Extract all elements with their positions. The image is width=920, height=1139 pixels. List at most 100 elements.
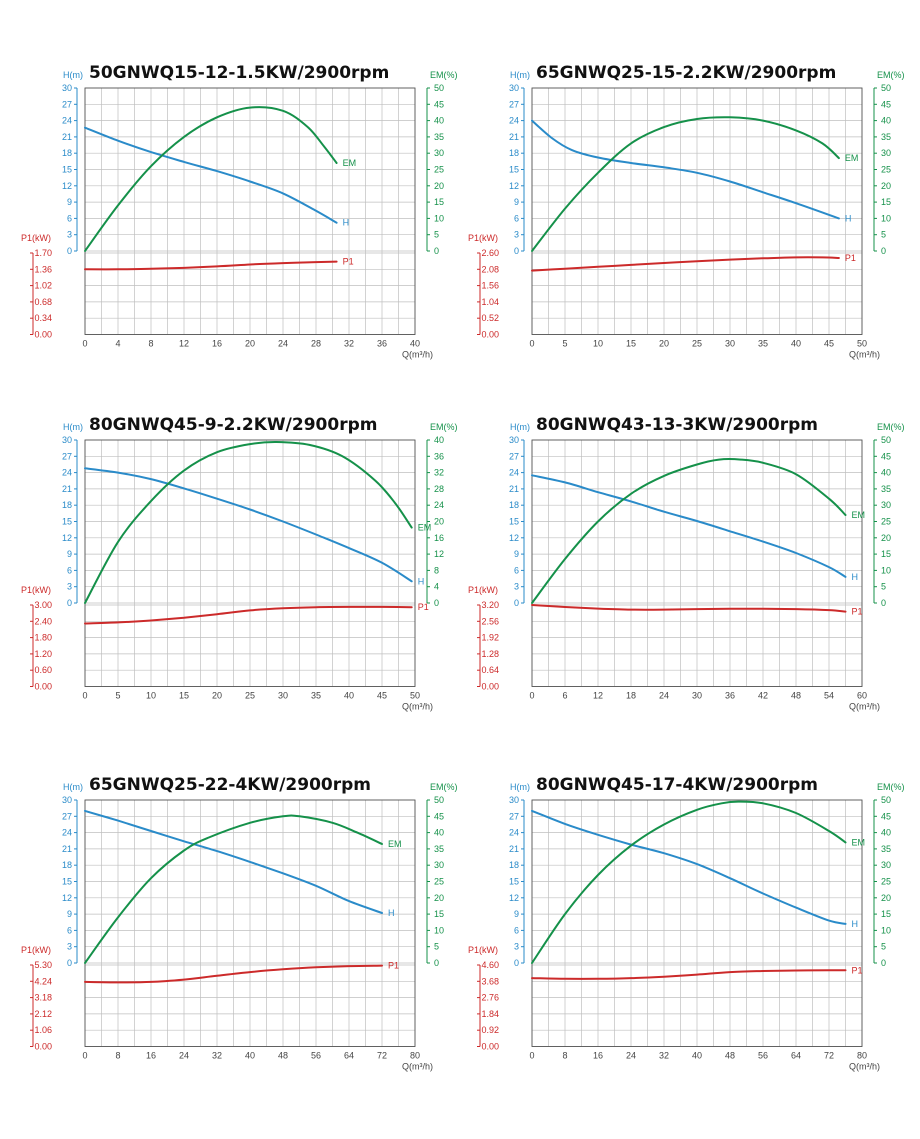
x-axis-label: Q(m³/h) (402, 1062, 433, 1072)
head-tick-label: 24 (509, 116, 519, 126)
head-tick-label: 30 (62, 795, 72, 805)
eff-tick-label: 40 (881, 116, 891, 126)
power-tick-label: 2.08 (481, 264, 499, 274)
x-tick-label: 15 (626, 339, 636, 349)
eff-tick-label: 35 (881, 132, 891, 142)
x-tick-label: 28 (311, 339, 321, 349)
series-line-em (531, 800, 847, 964)
eff-tick-label: 20 (434, 517, 444, 527)
eff-axis-label: EM(%) (430, 70, 458, 80)
x-axis: 0 8 16 24 32 40 48 56 64 72 80Q(m³/h) (529, 1051, 880, 1072)
eff-tick-label: 20 (881, 533, 891, 543)
eff-tick-label: 20 (881, 181, 891, 191)
power-tick-label: 1.80 (34, 633, 52, 643)
power-tick-label: 3.00 (34, 600, 52, 610)
head-axis-label: H(m) (510, 782, 530, 792)
eff-tick-label: 10 (434, 213, 444, 223)
series-line-p1 (84, 605, 413, 625)
eff-tick-label: 40 (881, 828, 891, 838)
head-tick-label: 24 (62, 468, 72, 478)
x-tick-label: 45 (824, 339, 834, 349)
power-tick-label: 1.02 (34, 281, 52, 291)
eff-tick-label: 20 (434, 893, 444, 903)
power-axis: 0.00 0.64 1.28 1.92 2.56 3.20 P1(kW) (468, 585, 499, 692)
head-tick-label: 12 (62, 181, 72, 191)
head-tick-label: 30 (509, 435, 519, 445)
x-tick-label: 24 (626, 1051, 636, 1061)
power-axis-label: P1(kW) (468, 233, 498, 243)
power-tick-label: 0.64 (481, 665, 499, 675)
eff-tick-label: 25 (881, 877, 891, 887)
eff-tick-label: 25 (881, 517, 891, 527)
series-line-p1 (531, 604, 847, 613)
series-line-p1 (531, 256, 840, 272)
eff-tick-label: 25 (881, 165, 891, 175)
head-tick-label: 6 (67, 213, 72, 223)
x-tick-label: 56 (311, 1051, 321, 1061)
pump-chart-5: 65GNWQ25-22-4KW/2900rpm 0 3 6 9 12 15 18 21 24 27 3… (21, 775, 458, 1072)
x-tick-label: 5 (562, 339, 567, 349)
head-tick-label: 0 (514, 246, 519, 256)
power-tick-label: 0.00 (34, 1042, 52, 1052)
head-tick-label: 0 (67, 598, 72, 608)
head-tick-label: 15 (509, 877, 519, 887)
eff-tick-label: 30 (434, 860, 444, 870)
power-tick-label: 2.56 (481, 616, 499, 626)
plot-frame (84, 799, 416, 1047)
series-line-h (531, 474, 847, 578)
head-tick-label: 0 (67, 246, 72, 256)
eff-tick-label: 45 (881, 451, 891, 461)
x-tick-label: 12 (179, 339, 189, 349)
head-tick-label: 15 (62, 877, 72, 887)
eff-tick-label: 40 (434, 435, 444, 445)
x-tick-label: 24 (659, 691, 669, 701)
head-tick-label: 18 (62, 148, 72, 158)
head-axis: 0 3 6 9 12 15 18 21 24 27 30 H(m) (62, 782, 83, 968)
x-tick-label: 64 (791, 1051, 801, 1061)
x-axis-label: Q(m³/h) (402, 350, 433, 360)
eff-axis: 0 5 10 15 20 25 30 35 40 45 50 EM(%) (426, 70, 458, 256)
eff-tick-label: 5 (434, 230, 439, 240)
power-tick-label: 0.34 (34, 313, 52, 323)
eff-tick-label: 50 (881, 435, 891, 445)
x-tick-label: 40 (692, 1051, 702, 1061)
head-tick-label: 9 (514, 549, 519, 559)
eff-tick-label: 35 (881, 844, 891, 854)
x-tick-label: 80 (410, 1051, 420, 1061)
eff-tick-label: 40 (434, 116, 444, 126)
x-tick-label: 18 (626, 691, 636, 701)
power-axis: 0.00 1.06 2.12 3.18 4.24 5.30 P1(kW) (21, 945, 52, 1052)
eff-tick-label: 35 (434, 844, 444, 854)
head-axis-label: H(m) (63, 70, 83, 80)
plot-frame (531, 439, 863, 687)
head-tick-label: 3 (514, 230, 519, 240)
power-tick-label: 1.06 (34, 1025, 52, 1035)
x-tick-label: 32 (659, 1051, 669, 1061)
power-axis: 0.00 0.52 1.04 1.56 2.08 2.60 P1(kW) (468, 233, 499, 340)
head-tick-label: 12 (509, 893, 519, 903)
power-axis-label: P1(kW) (21, 945, 51, 955)
eff-tick-label: 15 (881, 197, 891, 207)
x-tick-label: 40 (344, 691, 354, 701)
eff-tick-label: 50 (881, 83, 891, 93)
eff-tick-label: 15 (881, 549, 891, 559)
x-tick-label: 8 (148, 339, 153, 349)
x-axis-label: Q(m³/h) (849, 350, 880, 360)
eff-tick-label: 28 (434, 484, 444, 494)
eff-tick-label: 0 (881, 598, 886, 608)
eff-tick-label: 0 (434, 598, 439, 608)
head-tick-label: 27 (62, 811, 72, 821)
series-label-p1: P1 (343, 257, 354, 267)
series-line-em (531, 116, 840, 252)
x-axis-label: Q(m³/h) (402, 702, 433, 712)
x-tick-label: 0 (529, 339, 534, 349)
power-tick-label: 2.40 (34, 616, 52, 626)
head-tick-label: 9 (67, 549, 72, 559)
eff-tick-label: 5 (881, 582, 886, 592)
series-label-em: EM (418, 523, 432, 533)
eff-tick-label: 30 (881, 860, 891, 870)
head-axis: 0 3 6 9 12 15 18 21 24 27 30 H(m) (62, 70, 83, 256)
power-tick-label: 0.92 (481, 1025, 499, 1035)
power-tick-label: 0.00 (481, 682, 499, 692)
head-tick-label: 6 (67, 565, 72, 575)
